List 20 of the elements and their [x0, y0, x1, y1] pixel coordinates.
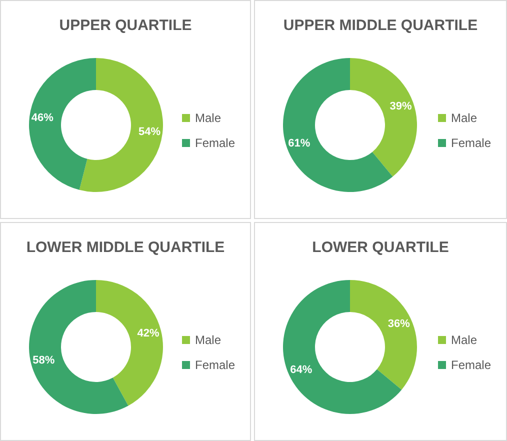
data-label: 54%: [138, 126, 161, 138]
legend-label: Male: [194, 111, 222, 125]
legend-label: Female: [194, 358, 236, 372]
chart-title: UPPER QUARTILE: [59, 17, 192, 34]
chart-title: LOWER MIDDLE QUARTILE: [26, 239, 225, 256]
chart-title: UPPER MIDDLE QUARTILE: [283, 17, 478, 34]
data-label: 36%: [388, 318, 410, 330]
legend-label: Female: [450, 136, 492, 150]
data-label: 58%: [32, 354, 55, 366]
data-label: 61%: [288, 137, 310, 150]
data-label: 46%: [31, 112, 54, 124]
chart-title: LOWER QUARTILE: [312, 239, 449, 256]
legend-label: Male: [450, 111, 478, 125]
legend-label: Male: [194, 333, 222, 347]
data-label: 39%: [390, 100, 412, 113]
data-label: 64%: [290, 364, 312, 376]
legend-label: Male: [450, 333, 478, 347]
legend-label: Female: [450, 358, 492, 372]
legend-label: Female: [194, 136, 236, 150]
data-label: 42%: [137, 328, 160, 340]
